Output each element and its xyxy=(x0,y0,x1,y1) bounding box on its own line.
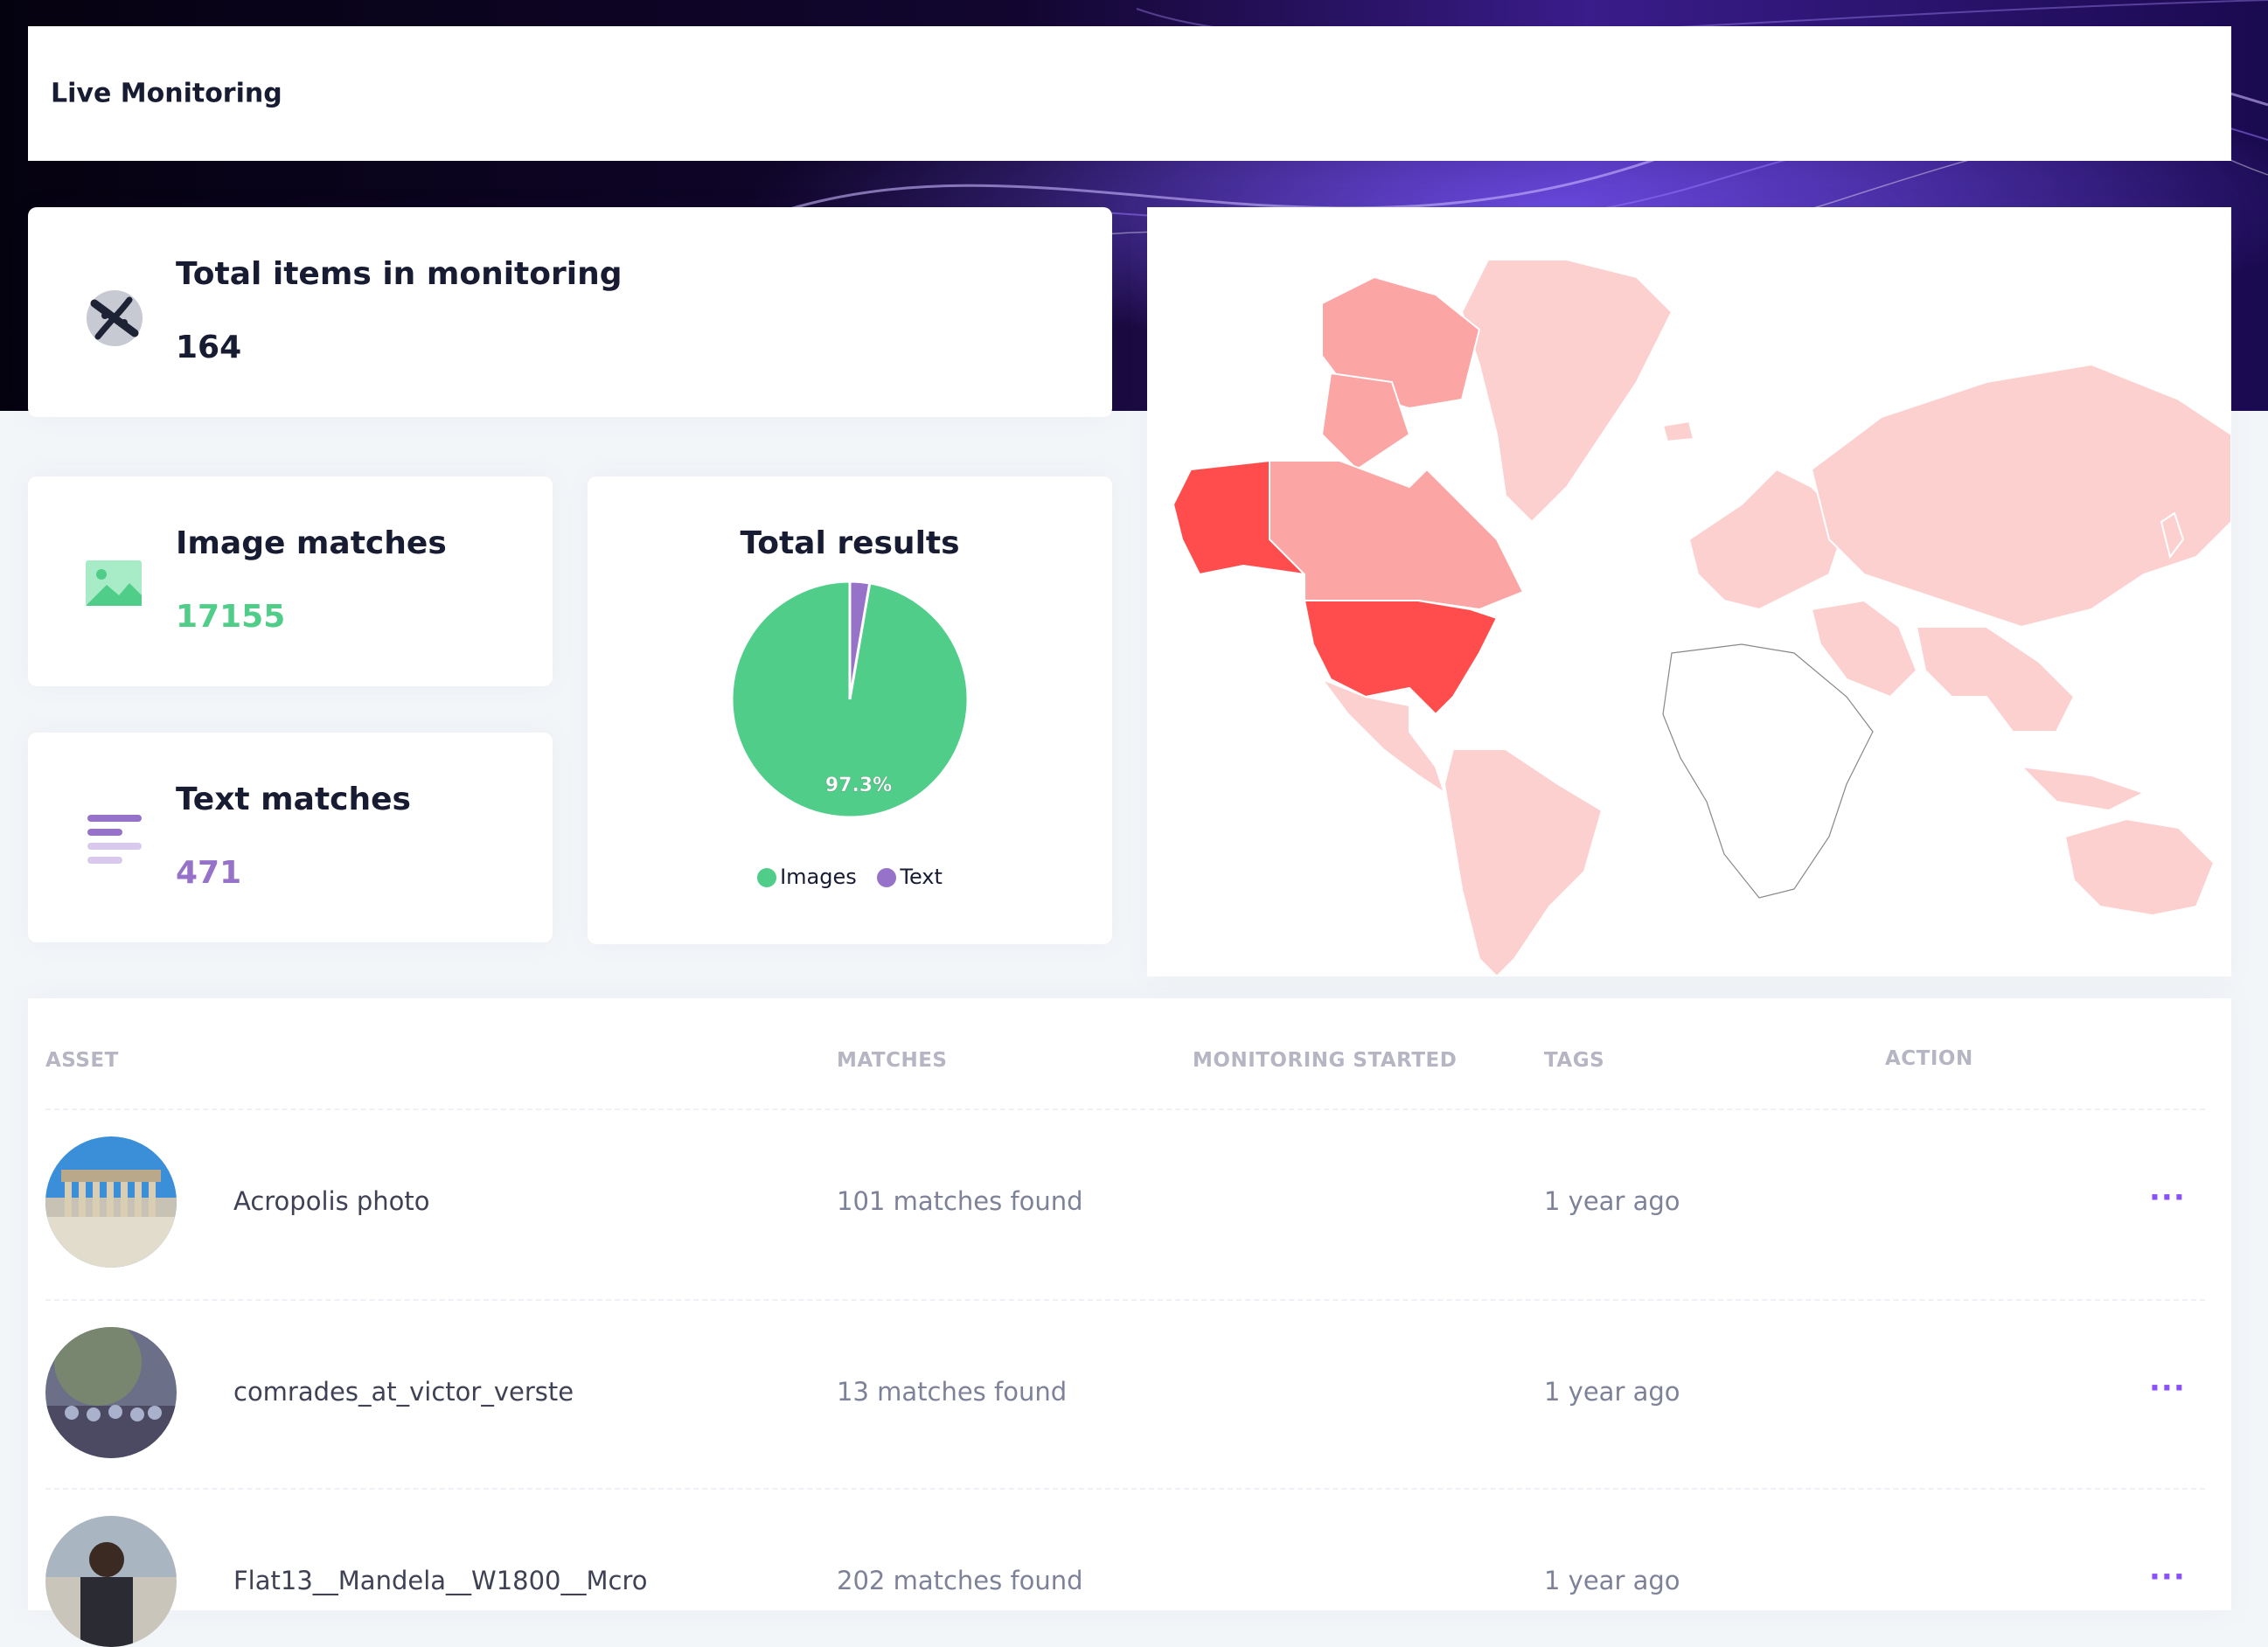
text-matches-value: 471 xyxy=(176,855,242,891)
asset-monitoring-started: 1 year ago xyxy=(1544,1186,1680,1216)
map-region-russia-asia xyxy=(1810,363,2231,629)
row-action-menu-button[interactable]: ··· xyxy=(2149,1560,2186,1595)
map-region-australia xyxy=(2063,817,2216,917)
pie-data-label-images: 97.3% xyxy=(825,775,892,796)
total-items-value: 164 xyxy=(176,330,242,365)
pie-slice-images[interactable] xyxy=(730,581,970,819)
legend-label-images: Images xyxy=(780,865,857,889)
text-matches-card: Text matches 471 xyxy=(28,733,553,942)
monitoring-icon xyxy=(84,288,145,352)
image-matches-value: 17155 xyxy=(176,599,286,635)
image-icon xyxy=(84,557,145,613)
asset-monitoring-started: 1 year ago xyxy=(1544,1566,1680,1595)
pie-chart: 97.3% xyxy=(730,581,970,819)
chart-legend: Images Text xyxy=(588,865,1112,889)
column-header-matches[interactable]: MATCHES xyxy=(837,1049,948,1072)
world-map-card xyxy=(1147,207,2231,976)
row-action-menu-button[interactable]: ··· xyxy=(2149,1371,2186,1406)
map-region-usa xyxy=(1303,600,1499,716)
text-matches-label: Text matches xyxy=(176,782,411,817)
legend-label-text: Text xyxy=(900,865,943,889)
page-header: Live Monitoring xyxy=(28,26,2231,161)
chart-title: Total results xyxy=(740,525,960,561)
row-action-menu-button[interactable]: ··· xyxy=(2149,1180,2186,1215)
column-header-asset[interactable]: ASSET xyxy=(45,1049,119,1072)
map-region-indonesia xyxy=(2019,765,2146,812)
map-region-canada-islands xyxy=(1320,372,1411,471)
map-countries xyxy=(1172,259,2231,976)
asset-name[interactable]: Flat13__Mandela__W1800__Mcro xyxy=(233,1566,648,1595)
asset-matches: 101 matches found xyxy=(837,1186,1083,1216)
page-title: Live Monitoring xyxy=(51,78,282,109)
asset-thumbnail[interactable] xyxy=(45,1136,177,1268)
column-header-action: ACTION xyxy=(1885,1047,1973,1070)
asset-name[interactable]: Acropolis photo xyxy=(233,1186,430,1216)
legend-item-images[interactable]: Images xyxy=(757,865,857,889)
table-divider xyxy=(45,1108,2205,1110)
map-region-mexico xyxy=(1319,677,1446,796)
map-region-south-america xyxy=(1443,748,1604,976)
map-region-south-asia xyxy=(1915,626,2076,733)
map-region-canada-north xyxy=(1321,275,1481,410)
image-matches-label: Image matches xyxy=(176,525,447,561)
asset-thumbnail[interactable] xyxy=(45,1516,177,1647)
map-region-africa xyxy=(1662,643,1874,899)
map-region-iceland xyxy=(1661,420,1695,443)
column-header-tags[interactable]: TAGS xyxy=(1544,1049,1605,1072)
map-region-japan xyxy=(2160,511,2185,559)
column-header-monitoring-started[interactable]: MONITORING STARTED xyxy=(1193,1049,1458,1072)
asset-matches: 202 matches found xyxy=(837,1566,1083,1595)
asset-matches: 13 matches found xyxy=(837,1377,1068,1407)
legend-dot-images xyxy=(757,868,777,887)
map-region-middle-east xyxy=(1810,599,1918,698)
asset-thumbnail[interactable] xyxy=(45,1327,177,1458)
map-region-greenland xyxy=(1460,259,1673,524)
map-region-canada xyxy=(1269,460,1525,611)
map-region-europe xyxy=(1687,468,1848,611)
world-map[interactable] xyxy=(1147,207,2231,976)
total-items-label: Total items in monitoring xyxy=(176,256,623,292)
assets-table xyxy=(28,998,2231,1610)
asset-monitoring-started: 1 year ago xyxy=(1544,1377,1680,1407)
text-lines-icon xyxy=(84,811,145,871)
asset-name[interactable]: comrades_at_victor_verste xyxy=(233,1377,574,1407)
table-divider xyxy=(45,1299,2205,1301)
table-divider xyxy=(45,1488,2205,1490)
total-items-card: Total items in monitoring 164 xyxy=(28,207,1112,417)
total-results-card: Total results 97.3% Images Text xyxy=(588,476,1112,944)
image-matches-card: Image matches 17155 xyxy=(28,476,553,686)
legend-dot-text xyxy=(877,868,897,887)
legend-item-text[interactable]: Text xyxy=(877,865,943,889)
